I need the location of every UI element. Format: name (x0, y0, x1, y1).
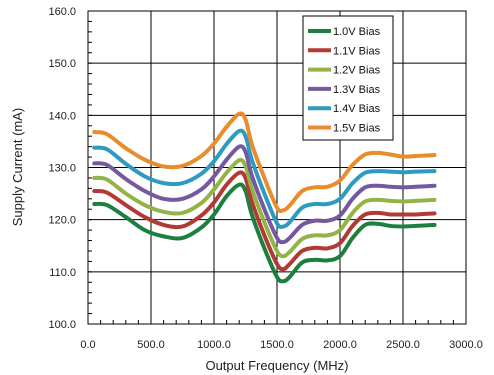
x-tick-label: 2500.0 (386, 339, 420, 351)
legend-label-1-2v-bias: 1.2V Bias (333, 65, 381, 77)
legend-items: 1.0V Bias 1.1V Bias 1.2V Bias 1.3V Bias 1.4V… (308, 26, 381, 135)
x-tick-label: 1000.0 (197, 339, 231, 351)
y-axis-title: Supply Current (mA) (10, 108, 25, 226)
legend-label-1-5v-bias: 1.5V Bias (333, 123, 381, 135)
y-tick-label: 110.0 (49, 267, 76, 279)
legend-box (302, 15, 394, 141)
legend-label-1-3v-bias: 1.3V Bias (333, 84, 381, 96)
grid-lines (88, 11, 466, 324)
legend-label-1-4v-bias: 1.4V Bias (333, 103, 381, 115)
series-line-1-2v-bias (92, 157, 437, 259)
x-tick-label: 3000.0 (449, 339, 483, 351)
y-tick-label: 160.0 (48, 6, 76, 18)
legend-label-1-0v-bias: 1.0V Bias (333, 26, 381, 38)
series-line-1-4v-bias (92, 128, 437, 230)
x-tick-label: 2000.0 (323, 339, 357, 351)
x-tick-labels: 0.0 500.0 1000.0 1500.0 2000.0 2500.0 3000.0 (80, 339, 482, 351)
series-line-1-1v-bias (92, 170, 437, 272)
legend: 1.0V Bias 1.1V Bias 1.2V Bias 1.3V Bias 1.4V… (302, 15, 394, 141)
y-tick-labels: 100.0 110.0 120.0 130.0 140.0 150.0 160.0 (48, 6, 76, 331)
x-tick-label: 500.0 (137, 339, 165, 351)
y-tick-label: 130.0 (48, 163, 76, 175)
series-line-1-5v-bias (92, 111, 437, 214)
y-tick-label: 100.0 (48, 319, 76, 331)
y-tick-label: 120.0 (48, 215, 76, 227)
y-tick-label: 150.0 (48, 58, 76, 70)
x-tick-label: 0.0 (80, 339, 95, 351)
x-tick-label: 1500.0 (260, 339, 294, 351)
series-line-1-0v-bias (92, 182, 437, 284)
plot-border (87, 10, 467, 325)
x-axis-title: Output Frequency (MHz) (205, 358, 348, 373)
series-line-1-3v-bias (92, 144, 437, 245)
series-lines (92, 111, 437, 284)
legend-label-1-1v-bias: 1.1V Bias (333, 45, 381, 57)
y-tick-label: 140.0 (48, 110, 76, 122)
